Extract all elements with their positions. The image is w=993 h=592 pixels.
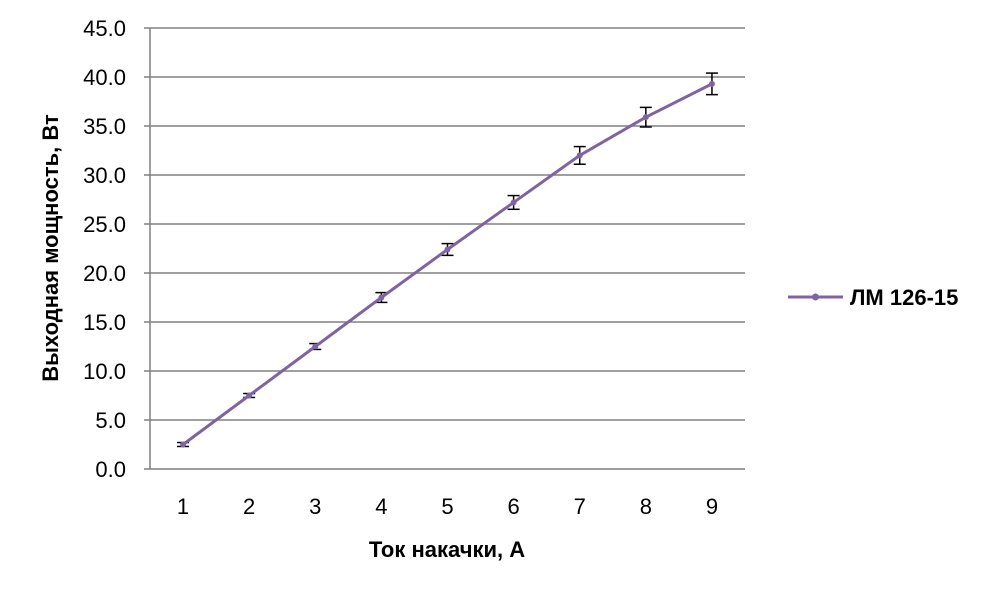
data-point xyxy=(708,80,715,87)
y-tick-label: 0.0 xyxy=(95,457,126,482)
legend: ЛМ 126-15 xyxy=(788,285,958,310)
y-tick-label: 25.0 xyxy=(83,212,126,237)
data-point xyxy=(642,114,649,121)
series-layer xyxy=(180,80,715,448)
x-tick-label: 2 xyxy=(243,494,255,519)
x-tick-label: 6 xyxy=(507,494,519,519)
y-tick-label: 40.0 xyxy=(83,65,126,90)
y-tick-label: 35.0 xyxy=(83,114,126,139)
x-tick-label: 1 xyxy=(177,494,189,519)
data-point xyxy=(444,246,451,253)
x-tick-labels: 1 2 3 4 5 6 7 8 9 xyxy=(177,494,718,519)
data-point xyxy=(510,199,517,206)
data-point xyxy=(378,294,385,301)
y-tick-labels: 0.0 5.0 10.0 15.0 20.0 25.0 30.0 35.0 40.0 45.0 xyxy=(83,16,126,482)
y-tick-label: 5.0 xyxy=(95,408,126,433)
data-point xyxy=(180,441,187,448)
x-tick-label: 9 xyxy=(706,494,718,519)
gridlines xyxy=(144,27,745,470)
y-tick-label: 45.0 xyxy=(83,16,126,41)
x-tick-label: 5 xyxy=(441,494,453,519)
x-axis-title: Ток накачки, А xyxy=(369,537,525,562)
x-tick-label: 4 xyxy=(375,494,387,519)
series-line xyxy=(181,82,714,446)
x-tick-label: 8 xyxy=(640,494,652,519)
x-tick-label: 3 xyxy=(309,494,321,519)
y-tick-label: 20.0 xyxy=(83,261,126,286)
x-tick-label: 7 xyxy=(574,494,586,519)
data-point xyxy=(312,343,319,350)
data-point xyxy=(246,392,253,399)
y-tick-label: 15.0 xyxy=(83,310,126,335)
y-axis-title: Выходная мощность, Вт xyxy=(38,114,63,382)
legend-label: ЛМ 126-15 xyxy=(850,285,958,310)
y-tick-label: 10.0 xyxy=(83,359,126,384)
legend-point-marker xyxy=(812,293,819,301)
data-point xyxy=(576,152,583,159)
y-tick-label: 30.0 xyxy=(83,163,126,188)
